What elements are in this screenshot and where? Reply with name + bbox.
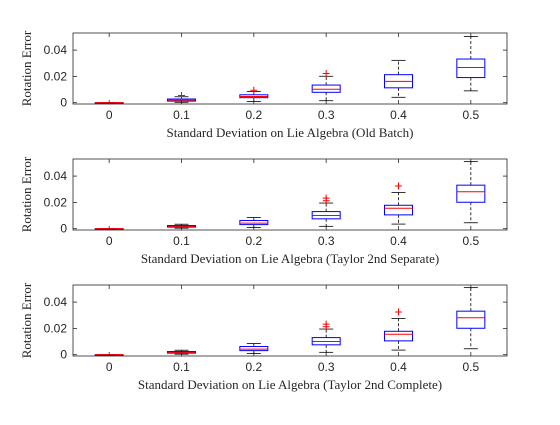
panel-3-box-5 — [456, 287, 486, 350]
panel-2-box-1 — [167, 223, 196, 229]
panel-3-box-rect — [384, 330, 413, 342]
panel-1-box-rect — [456, 58, 486, 79]
panel-1-outlier-marker — [250, 86, 258, 94]
panel-3-y-tick-label: 0.02 — [44, 321, 68, 335]
panel-1-x-tick-label: 0 — [106, 108, 113, 122]
panel-2-box-0 — [94, 228, 124, 230]
panel-1: 0 0.02 0.04 0 0.1 0.2 0.3 0.4 0.5 Standard Deviat… — [19, 30, 508, 140]
panel-2-box-4 — [384, 182, 413, 225]
panel-2-y-axis-label: Rotation Error — [19, 156, 34, 232]
panel-1-axes-box — [72, 32, 508, 105]
panel-1-box-3 — [311, 69, 341, 102]
panel-3-axes-box — [72, 284, 508, 357]
panel-1-box-5 — [456, 36, 486, 92]
panel-3-x-tick-label: 0.4 — [390, 360, 407, 374]
panel-3-x-tick-label: 0.2 — [245, 360, 262, 374]
panel-2-x-axis-label: Standard Deviation on Lie Algebra (Taylo… — [141, 251, 439, 266]
panel-2-x-tick-label: 0.4 — [390, 234, 407, 248]
panel-2-axes-box — [72, 158, 508, 231]
panel-3-box-3 — [311, 320, 341, 353]
panel-1-x-tick-label: 0.4 — [390, 108, 407, 122]
panel-3-y-tick-label: 0.04 — [44, 295, 68, 309]
panel-1-box-rect — [311, 84, 341, 93]
panel-1-x-tick-label: 0.3 — [318, 108, 335, 122]
panel-3-y-axis-label: Rotation Error — [19, 282, 34, 358]
panel-1-y-axis-label: Rotation Error — [19, 30, 34, 106]
panel-1-outlier-marker — [178, 91, 185, 99]
panel-3-x-tick-label: 0 — [106, 360, 113, 374]
panel-3-outlier-marker — [395, 308, 402, 316]
panel-2-x-tick-label: 0.1 — [173, 234, 190, 248]
panel-1-x-axis-label: Standard Deviation on Lie Algebra (Old B… — [167, 125, 414, 140]
panel-2-x-tick-label: 0 — [106, 234, 113, 248]
panel-3-x-tick-label: 0.3 — [318, 360, 335, 374]
panel-3-outlier-marker — [322, 320, 330, 328]
panel-3-box-1 — [167, 349, 196, 355]
panel-1-y-tick-label: 0 — [60, 96, 67, 110]
panel-3-x-tick-label: 0.5 — [462, 360, 479, 374]
panel-2-y-tick-label: 0 — [60, 222, 67, 236]
panel-2-y-tick-label: 0.04 — [44, 169, 68, 183]
panel-2-box-rect — [384, 204, 413, 216]
panel-2-y-tick-label: 0.02 — [44, 195, 68, 209]
panel-2-outlier-marker — [322, 194, 330, 202]
panel-1-outlier-marker — [322, 69, 330, 77]
panel-2-box-rect — [239, 220, 269, 226]
panel-2: 0 0.02 0.04 0 0.1 0.2 0.3 0.4 0.5 Standard Deviat… — [19, 156, 508, 266]
panel-3-box-rect — [456, 310, 486, 329]
panel-2-box-rect — [456, 184, 486, 203]
panel-2-x-tick-label: 0.3 — [318, 234, 335, 248]
panel-1-x-tick-label: 0.1 — [173, 108, 190, 122]
panel-3-box-2 — [239, 343, 269, 354]
panel-3-x-axis-label: Standard Deviation on Lie Algebra (Taylo… — [138, 377, 442, 392]
panel-2-x-tick-label: 0.5 — [462, 234, 479, 248]
panel-1-y-tick-label: 0.04 — [44, 43, 68, 57]
panel-2-box-2 — [239, 217, 269, 228]
panel-3-x-tick-label: 0.1 — [173, 360, 190, 374]
panel-3-box-rect — [239, 346, 269, 352]
panel-2-outlier-marker — [395, 182, 402, 190]
panel-3-box-4 — [384, 308, 413, 351]
panel-1-box-1 — [167, 91, 196, 103]
panel-2-x-tick-label: 0.2 — [245, 234, 262, 248]
panel-1-box-0 — [94, 102, 124, 104]
panel-2-box-5 — [456, 161, 486, 224]
panel-3: 0 0.02 0.04 0 0.1 0.2 0.3 0.4 0.5 Standard Deviat… — [19, 282, 508, 392]
panel-3-y-tick-label: 0 — [60, 348, 67, 362]
panel-3-box-0 — [94, 354, 124, 356]
panel-1-x-tick-label: 0.2 — [245, 108, 262, 122]
panel-1-x-tick-label: 0.5 — [462, 108, 479, 122]
panel-1-box-2 — [239, 86, 269, 102]
panel-2-box-3 — [311, 194, 341, 227]
panel-1-y-tick-label: 0.02 — [44, 69, 68, 83]
panel-1-box-4 — [384, 59, 413, 98]
